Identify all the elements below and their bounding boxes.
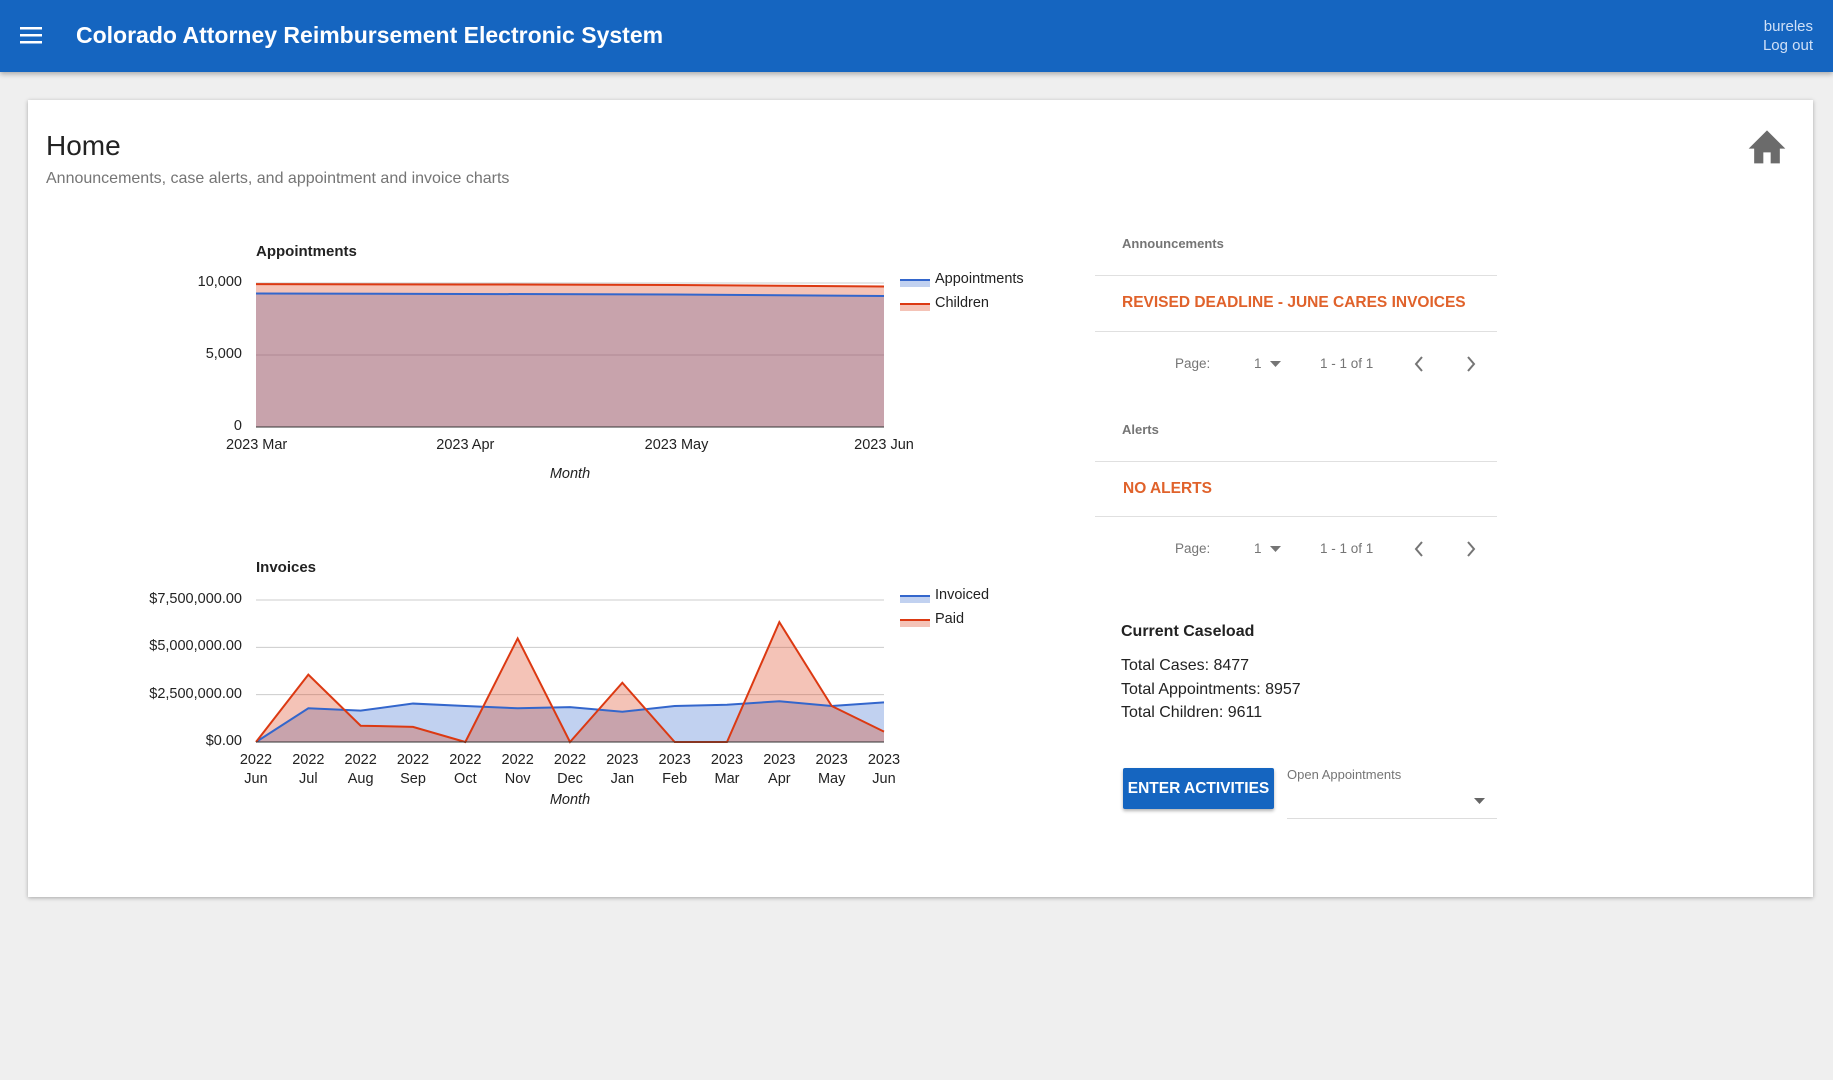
select-underline[interactable] (1287, 818, 1497, 819)
x-tick-label: 2023 Apr (436, 437, 495, 453)
enter-activities-button[interactable]: ENTER ACTIVITIES (1123, 768, 1274, 809)
pager-nav[interactable] (1412, 355, 1482, 373)
y-tick-label: 0 (233, 418, 242, 434)
y-tick-label: $0.00 (205, 733, 242, 749)
x-tick-label: 2022 Aug (344, 752, 377, 787)
legend-label: Paid (935, 611, 965, 627)
x-tick-label: 2023 May (644, 437, 709, 453)
divider (1095, 331, 1497, 332)
pager-page[interactable]: 1 (1254, 541, 1262, 556)
divider (1095, 275, 1497, 276)
pager-label: Page: (1175, 541, 1211, 556)
caseload-line: Total Cases: 8477 (1121, 657, 1250, 674)
caseload-line: Total Appointments: 8957 (1121, 681, 1301, 698)
section-title: Alerts (1122, 422, 1159, 437)
home-icon[interactable] (1745, 124, 1789, 166)
x-axis-title: Month (549, 466, 591, 482)
chart-title: Appointments (256, 243, 357, 260)
legend-label: Invoiced (935, 587, 990, 603)
logout-link[interactable]: Log out (1762, 37, 1813, 54)
y-tick-label: $2,500,000.00 (149, 685, 242, 702)
x-tick-label: 2022 Dec (553, 752, 587, 787)
page-subtitle: Announcements, case alerts, and appointm… (46, 170, 510, 187)
x-tick-label: 2022 Oct (449, 752, 482, 787)
announcement-item[interactable]: REVISED DEADLINE - JUNE CARES INVOICES (1122, 294, 1466, 311)
x-tick-label: 2022 Nov (501, 752, 534, 787)
section-title: Announcements (1122, 236, 1224, 251)
dropdown-arrow (1270, 546, 1281, 552)
pager-page[interactable]: 1 (1254, 356, 1262, 371)
pager-range: 1 - 1 of 1 (1320, 541, 1374, 556)
pager-label: Page: (1175, 356, 1211, 371)
dropdown-arrow[interactable] (1474, 798, 1486, 804)
legend-label: Appointments (935, 271, 1024, 287)
app-title: Colorado Attorney Reimbursement Electron… (76, 22, 664, 48)
divider (1095, 461, 1497, 462)
pager-range: 1 - 1 of 1 (1320, 356, 1374, 371)
y-tick-label: $5,000,000.00 (149, 638, 242, 655)
caseload-line: Total Children: 9611 (1121, 704, 1263, 721)
x-tick-label: 2023 Jun (854, 437, 914, 453)
content-card (28, 100, 1813, 897)
x-axis-title: Month (549, 792, 591, 808)
user-name: bureles (1763, 18, 1813, 35)
x-tick-label: 2023 Jan (606, 752, 639, 787)
x-tick-label: 2023 May (815, 752, 848, 787)
dropdown-arrow (1270, 361, 1281, 367)
app-bar: Colorado Attorney Reimbursement Electron… (0, 0, 1833, 72)
page-title: Home (46, 130, 121, 161)
caseload-title: Current Caseload (1121, 623, 1255, 640)
x-tick-label: 2023 Mar (226, 437, 288, 453)
x-tick-label: 2023 Feb (658, 752, 691, 787)
legend-label: Children (935, 295, 989, 311)
pager-nav[interactable] (1412, 540, 1482, 558)
y-tick-label: 10,000 (197, 274, 242, 290)
menu-button[interactable] (20, 26, 42, 44)
x-tick-label: 2023 Jun (867, 752, 901, 787)
x-tick-label: 2022 Sep (396, 752, 430, 787)
x-tick-label: 2023 Apr (763, 752, 796, 787)
y-tick-label: $7,500,000.00 (149, 591, 242, 607)
x-tick-label: 2023 Mar (710, 752, 744, 787)
select-label: Open Appointments (1287, 767, 1402, 782)
x-tick-label: 2022 Jun (239, 752, 273, 787)
alert-item: NO ALERTS (1123, 480, 1212, 497)
y-tick-label: 5,000 (205, 346, 242, 362)
chart-title: Invoices (256, 559, 317, 576)
divider (1095, 516, 1497, 517)
x-tick-label: 2022 Jul (292, 752, 325, 787)
